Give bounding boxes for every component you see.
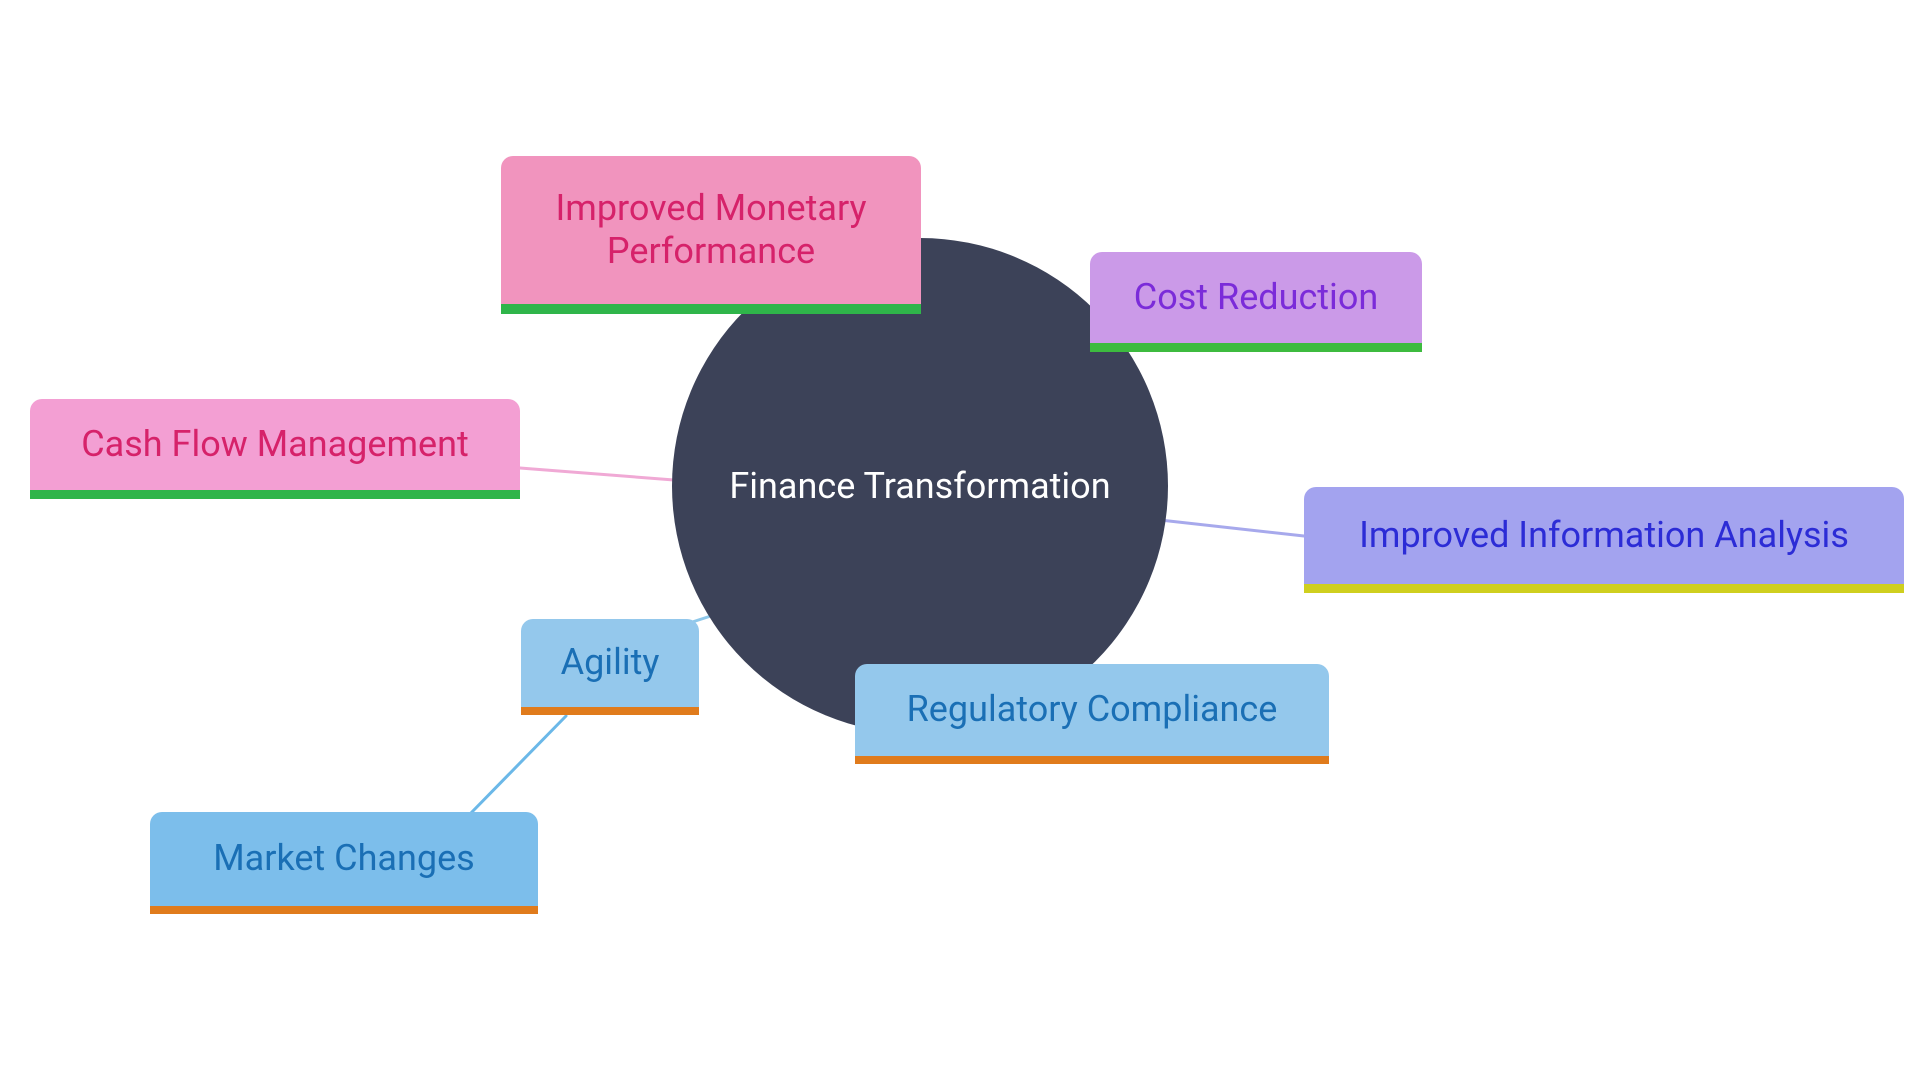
node-label: Regulatory Compliance bbox=[907, 688, 1278, 731]
node-monetary: Improved Monetary Performance bbox=[501, 156, 921, 314]
node-cashflow: Cash Flow Management bbox=[30, 399, 520, 499]
node-label: Cash Flow Management bbox=[81, 423, 469, 466]
node-label: Agility bbox=[561, 641, 660, 684]
node-infoanalysis: Improved Information Analysis bbox=[1304, 487, 1904, 593]
node-label: Cost Reduction bbox=[1134, 276, 1378, 319]
center-label: Finance Transformation bbox=[729, 465, 1110, 507]
node-agility: Agility bbox=[521, 619, 699, 715]
node-regulatory: Regulatory Compliance bbox=[855, 664, 1329, 764]
node-market: Market Changes bbox=[150, 812, 538, 914]
node-label: Improved Monetary Performance bbox=[527, 187, 895, 273]
edge-market bbox=[470, 716, 566, 814]
mindmap-canvas: Finance Transformation Improved Monetary… bbox=[0, 0, 1920, 1080]
edge-infoanalysis bbox=[1160, 520, 1304, 536]
node-cost: Cost Reduction bbox=[1090, 252, 1422, 352]
node-label: Improved Information Analysis bbox=[1359, 514, 1849, 557]
node-label: Market Changes bbox=[213, 837, 475, 880]
edge-cashflow bbox=[520, 468, 674, 480]
